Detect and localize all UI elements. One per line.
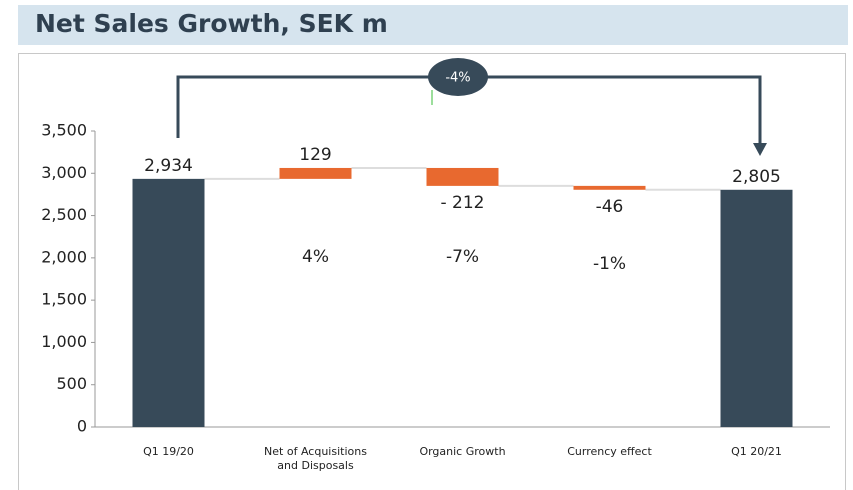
x-tick-label: Currency effect [567,445,652,458]
value-label: 2,805 [732,167,781,187]
y-tick-label: 0 [77,417,87,436]
change-label: -4% [445,71,470,86]
value-label: 129 [299,145,331,165]
chart-title: Net Sales Growth, SEK m [35,9,388,38]
total-bar [132,178,205,427]
y-tick-label: 1,000 [41,332,87,351]
y-tick-label: 3,500 [41,121,87,140]
delta-bar [573,185,646,190]
delta-bar [426,167,499,186]
title-bar: Net Sales Growth, SEK m [18,5,848,45]
x-tick-label: Q1 20/21 [731,445,782,458]
x-tick-label: Organic Growth [419,445,506,458]
delta-bar [279,167,352,179]
percent-label: -7% [446,247,479,267]
value-label: -46 [596,197,624,217]
x-tick-label: Net of Acquisitions and Disposals [264,445,367,472]
y-tick-label: 2,500 [41,205,87,224]
y-tick-label: 3,000 [41,163,87,182]
total-bar [720,189,793,427]
y-tick-label: 500 [56,374,87,393]
y-tick-label: 2,000 [41,247,87,266]
y-tick-label: 1,500 [41,290,87,309]
percent-label: 4% [302,247,329,267]
chart-frame [18,53,846,490]
change-bubble [428,58,488,96]
value-label: - 212 [441,193,485,213]
arrow-head [753,143,767,156]
value-label: 2,934 [144,156,193,176]
percent-label: -1% [593,254,626,274]
x-tick-label: Q1 19/20 [143,445,194,458]
